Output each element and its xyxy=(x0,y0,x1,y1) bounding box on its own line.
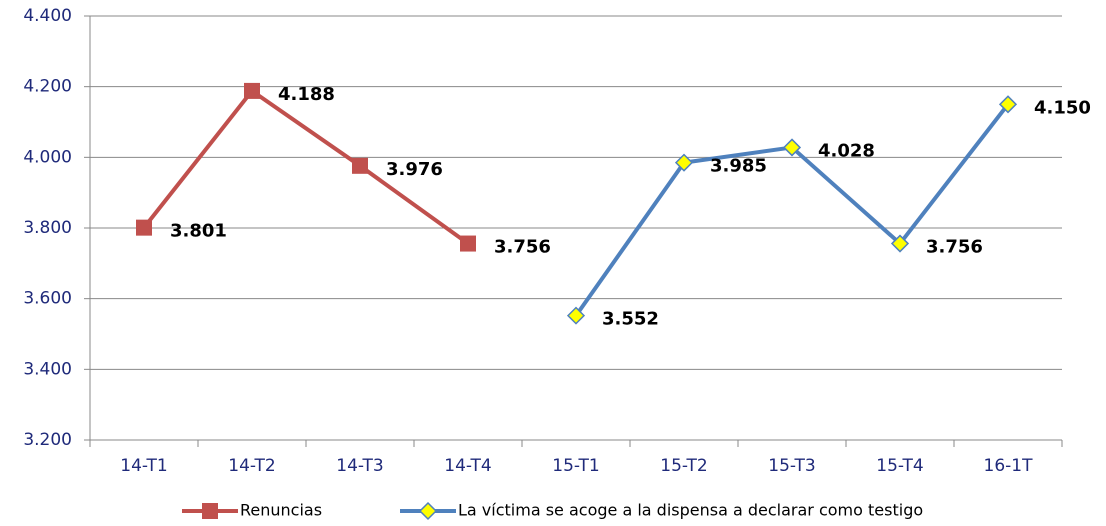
data-point xyxy=(460,235,476,252)
data-point xyxy=(890,234,910,253)
legend-label: Renuncias xyxy=(240,501,322,520)
data-point xyxy=(244,82,260,99)
y-tick-label: 4.400 xyxy=(23,6,72,26)
y-tick-label: 3.800 xyxy=(23,218,72,238)
data-label: 3.985 xyxy=(710,156,767,177)
data-label: 3.552 xyxy=(602,309,659,330)
y-tick-label: 3.600 xyxy=(23,289,72,309)
data-label: 4.028 xyxy=(818,140,875,161)
x-tick-label: 15-T3 xyxy=(768,456,815,476)
x-tick-label: 16-1T xyxy=(984,456,1034,476)
data-label: 4.150 xyxy=(1034,97,1091,118)
x-tick-label: 14-T2 xyxy=(228,456,275,476)
data-point xyxy=(782,138,802,157)
x-tick-label: 15-T2 xyxy=(660,456,707,476)
data-label: 4.188 xyxy=(278,84,335,105)
data-point xyxy=(998,95,1018,114)
x-tick-label: 15-T4 xyxy=(876,456,923,476)
data-point xyxy=(566,306,586,325)
data-point xyxy=(674,153,694,172)
y-tick-label: 4.000 xyxy=(23,147,72,167)
x-tick-label: 14-T1 xyxy=(120,456,167,476)
data-point xyxy=(352,157,368,174)
legend-label: La víctima se acoge a la dispensa a decl… xyxy=(458,501,923,520)
data-label: 3.976 xyxy=(386,159,443,180)
x-tick-label: 15-T1 xyxy=(552,456,599,476)
data-label: 3.756 xyxy=(926,237,983,258)
x-tick-label: 14-T3 xyxy=(336,456,383,476)
y-tick-label: 3.200 xyxy=(23,430,72,450)
series-line xyxy=(142,88,470,246)
y-tick-label: 3.400 xyxy=(23,359,72,379)
legend-marker xyxy=(418,501,438,521)
x-tick-label: 14-T4 xyxy=(444,456,491,476)
y-tick-label: 4.200 xyxy=(23,77,72,97)
data-label: 3.801 xyxy=(170,221,227,242)
data-point xyxy=(136,219,152,236)
series-line xyxy=(574,103,1010,317)
legend-marker xyxy=(202,503,218,519)
data-label: 3.756 xyxy=(494,237,551,258)
